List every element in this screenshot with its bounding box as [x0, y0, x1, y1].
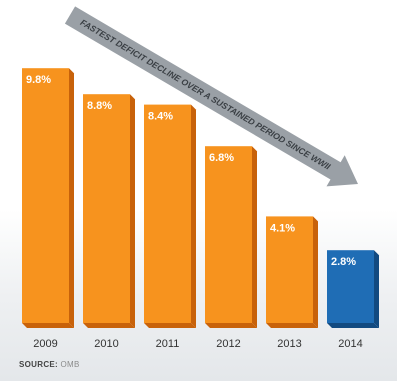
source-value: OMB	[60, 360, 80, 369]
bar-2012	[205, 146, 252, 323]
x-tick-label: 2011	[156, 338, 180, 350]
bar-base	[22, 323, 74, 328]
x-tick-label: 2013	[277, 338, 301, 350]
bar-base	[83, 323, 135, 328]
bar-base	[266, 323, 318, 328]
bar-2010	[83, 94, 130, 323]
x-tick-label: 2010	[94, 338, 118, 350]
value-label: 9.8%	[26, 74, 51, 86]
bar-base	[327, 323, 379, 328]
trend-arrow	[64, 6, 359, 187]
bar-side	[130, 94, 135, 328]
bar-base	[144, 323, 196, 328]
bar-side	[191, 104, 196, 328]
bar-2014	[327, 250, 374, 323]
x-tick-label: 2012	[216, 338, 240, 350]
bar-side	[252, 146, 257, 328]
bar-2013	[266, 216, 313, 323]
source-note: SOURCE: OMB	[19, 360, 80, 369]
value-label: 6.8%	[209, 152, 234, 164]
value-label: 4.1%	[270, 222, 295, 234]
value-label: 8.8%	[87, 100, 112, 112]
bar-base	[205, 323, 257, 328]
x-tick-label: 2014	[338, 338, 362, 350]
source-label: SOURCE:	[19, 360, 58, 369]
bar-2009	[22, 68, 69, 323]
value-label: 8.4%	[148, 111, 173, 123]
value-label: 2.8%	[331, 256, 356, 268]
x-tick-label: 2009	[33, 338, 57, 350]
bar-2011	[144, 104, 191, 323]
bar-side	[313, 216, 318, 328]
bars-group: 9.8% 2009 8.8% 2010 8.4% 2011 6.8% 2012 4.1% 2013…	[22, 68, 379, 350]
bar-side	[69, 68, 74, 328]
bar-side	[374, 250, 379, 328]
